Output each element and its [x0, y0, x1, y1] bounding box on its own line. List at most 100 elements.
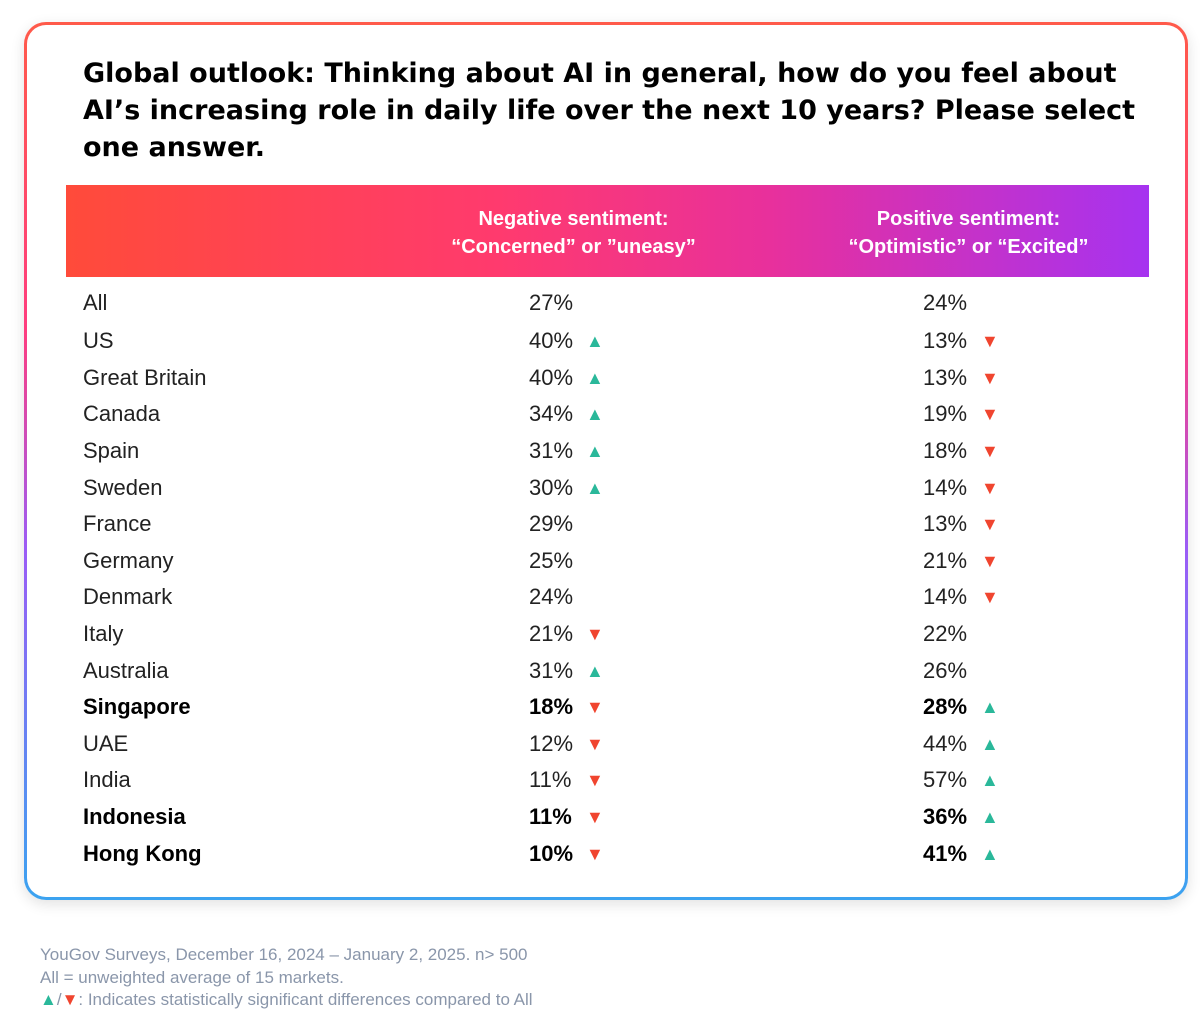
up-arrow-icon: ▲ — [586, 660, 604, 681]
down-arrow-icon: ▼ — [981, 404, 999, 425]
table-row: All 27% 24% — [27, 283, 1185, 323]
table-card: Global outlook: Thinking about AI in gen… — [27, 25, 1185, 897]
table-row: Sweden 30% ▲ 14% ▼ — [27, 469, 1185, 506]
table-body: All 27% 24% US 40% ▲ 13% ▼ Great Britain 40% ▲ 13% ▼… — [27, 283, 1185, 872]
header-negative-line1: Negative sentiment: — [478, 208, 669, 230]
positive-value: 18% — [923, 438, 968, 464]
up-arrow-icon: ▲ — [586, 404, 604, 425]
down-arrow-icon: ▼ — [981, 477, 999, 498]
negative-value: 18% — [529, 694, 574, 720]
down-arrow-icon: ▼ — [586, 697, 604, 718]
country-label: Canada — [83, 401, 161, 427]
negative-value: 24% — [529, 584, 574, 610]
country-label: Sweden — [83, 474, 163, 500]
country-label: Hong Kong — [83, 840, 202, 866]
down-arrow-icon: ▼ — [981, 441, 999, 462]
country-label: Spain — [83, 438, 140, 464]
down-arrow-icon: ▼ — [586, 733, 604, 754]
table-row: Italy 21% ▼ 22% — [27, 616, 1185, 653]
negative-value: 29% — [529, 511, 574, 537]
positive-value: 13% — [923, 328, 968, 354]
country-label: US — [83, 328, 114, 354]
up-arrow-icon: ▲ — [981, 843, 999, 864]
positive-value: 26% — [923, 657, 968, 683]
down-arrow-icon: ▼ — [981, 550, 999, 571]
table-row: Australia 31% ▲ 26% — [27, 652, 1185, 689]
down-arrow-icon: ▼ — [981, 514, 999, 535]
table-row: UAE 12% ▼ 44% ▲ — [27, 726, 1185, 763]
positive-value: 13% — [923, 511, 968, 537]
positive-value: 19% — [923, 401, 968, 427]
country-label: Australia — [83, 657, 169, 683]
negative-value: 11% — [529, 767, 572, 793]
header-positive-line1: Positive sentiment: — [876, 208, 1061, 230]
negative-value: 11% — [529, 804, 572, 830]
down-arrow-icon: ▼ — [981, 367, 999, 388]
footnote: YouGov Surveys, December 16, 2024 – Janu… — [40, 944, 533, 1012]
header-positive-sentiment: Positive sentiment: “Optimistic” or “Exc… — [791, 205, 1146, 261]
country-label: France — [83, 511, 152, 537]
table-row: Indonesia 11% ▼ 36% ▲ — [27, 799, 1185, 836]
up-arrow-icon: ▲ — [586, 441, 604, 462]
down-arrow-icon: ▼ — [586, 770, 604, 791]
header-negative-line2: “Concerned” or ”uneasy” — [451, 236, 696, 258]
down-arrow-icon: ▼ — [586, 624, 604, 645]
positive-value: 22% — [923, 621, 968, 647]
up-arrow-icon: ▲ — [981, 733, 999, 754]
down-arrow-icon: ▼ — [586, 807, 604, 828]
down-arrow-icon: ▼ — [981, 587, 999, 608]
table-row: Germany 25% 21% ▼ — [27, 543, 1185, 580]
country-label: Singapore — [83, 694, 191, 720]
negative-value: 40% — [529, 328, 574, 354]
negative-value: 40% — [529, 364, 574, 390]
footnote-significance-text: : Indicates statistically significant di… — [78, 990, 533, 1009]
positive-value: 44% — [923, 730, 968, 756]
negative-value: 34% — [529, 401, 574, 427]
up-arrow-icon: ▲ — [40, 990, 57, 1009]
positive-value: 21% — [923, 547, 968, 573]
table-row: Spain 31% ▲ 18% ▼ — [27, 433, 1185, 470]
negative-value: 21% — [529, 621, 574, 647]
table-header: Negative sentiment: “Concerned” or ”unea… — [66, 185, 1149, 277]
footnote-source: YouGov Surveys, December 16, 2024 – Janu… — [40, 945, 528, 964]
footnote-all-definition: All = unweighted average of 15 markets. — [40, 967, 344, 987]
table-row: Singapore 18% ▼ 28% ▲ — [27, 689, 1185, 726]
positive-value: 14% — [923, 584, 968, 610]
table-row: Denmark 24% 14% ▼ — [27, 579, 1185, 616]
country-label: UAE — [83, 730, 129, 756]
negative-value: 25% — [529, 547, 574, 573]
up-arrow-icon: ▲ — [586, 367, 604, 388]
country-label: Italy — [83, 621, 124, 647]
down-arrow-icon: ▼ — [586, 843, 604, 864]
country-label: India — [83, 767, 131, 793]
up-arrow-icon: ▲ — [981, 770, 999, 791]
footnote-separator: / — [56, 990, 62, 1009]
table-row: France 29% 13% ▼ — [27, 506, 1185, 543]
down-arrow-icon: ▼ — [981, 331, 999, 352]
header-positive-line2: “Optimistic” or “Excited” — [848, 236, 1089, 258]
negative-value: 31% — [529, 438, 574, 464]
table-row: Great Britain 40% ▲ 13% ▼ — [27, 360, 1185, 397]
table-row: Hong Kong 10% ▼ 41% ▲ — [27, 835, 1185, 872]
negative-value: 12% — [529, 730, 574, 756]
up-arrow-icon: ▲ — [586, 331, 604, 352]
table-card-border: Global outlook: Thinking about AI in gen… — [24, 22, 1188, 900]
country-label: Denmark — [83, 584, 173, 610]
negative-value: 10% — [529, 840, 574, 866]
table-row: Canada 34% ▲ 19% ▼ — [27, 396, 1185, 433]
country-label: Great Britain — [83, 364, 207, 390]
positive-value: 41% — [923, 840, 968, 866]
positive-value: 24% — [923, 290, 968, 315]
up-arrow-icon: ▲ — [586, 477, 604, 498]
positive-value: 36% — [923, 804, 968, 830]
up-arrow-icon: ▲ — [981, 807, 999, 828]
positive-value: 28% — [923, 694, 968, 720]
country-label: Germany — [83, 547, 174, 573]
table-row: India 11% ▼ 57% ▲ — [27, 762, 1185, 799]
positive-value: 14% — [923, 474, 968, 500]
down-arrow-icon: ▼ — [61, 990, 79, 1009]
country-label: Indonesia — [83, 804, 186, 830]
negative-value: 30% — [529, 474, 574, 500]
chart-title: Global outlook: Thinking about AI in gen… — [83, 58, 1136, 163]
header-negative-sentiment: Negative sentiment: “Concerned” or ”unea… — [396, 205, 751, 261]
